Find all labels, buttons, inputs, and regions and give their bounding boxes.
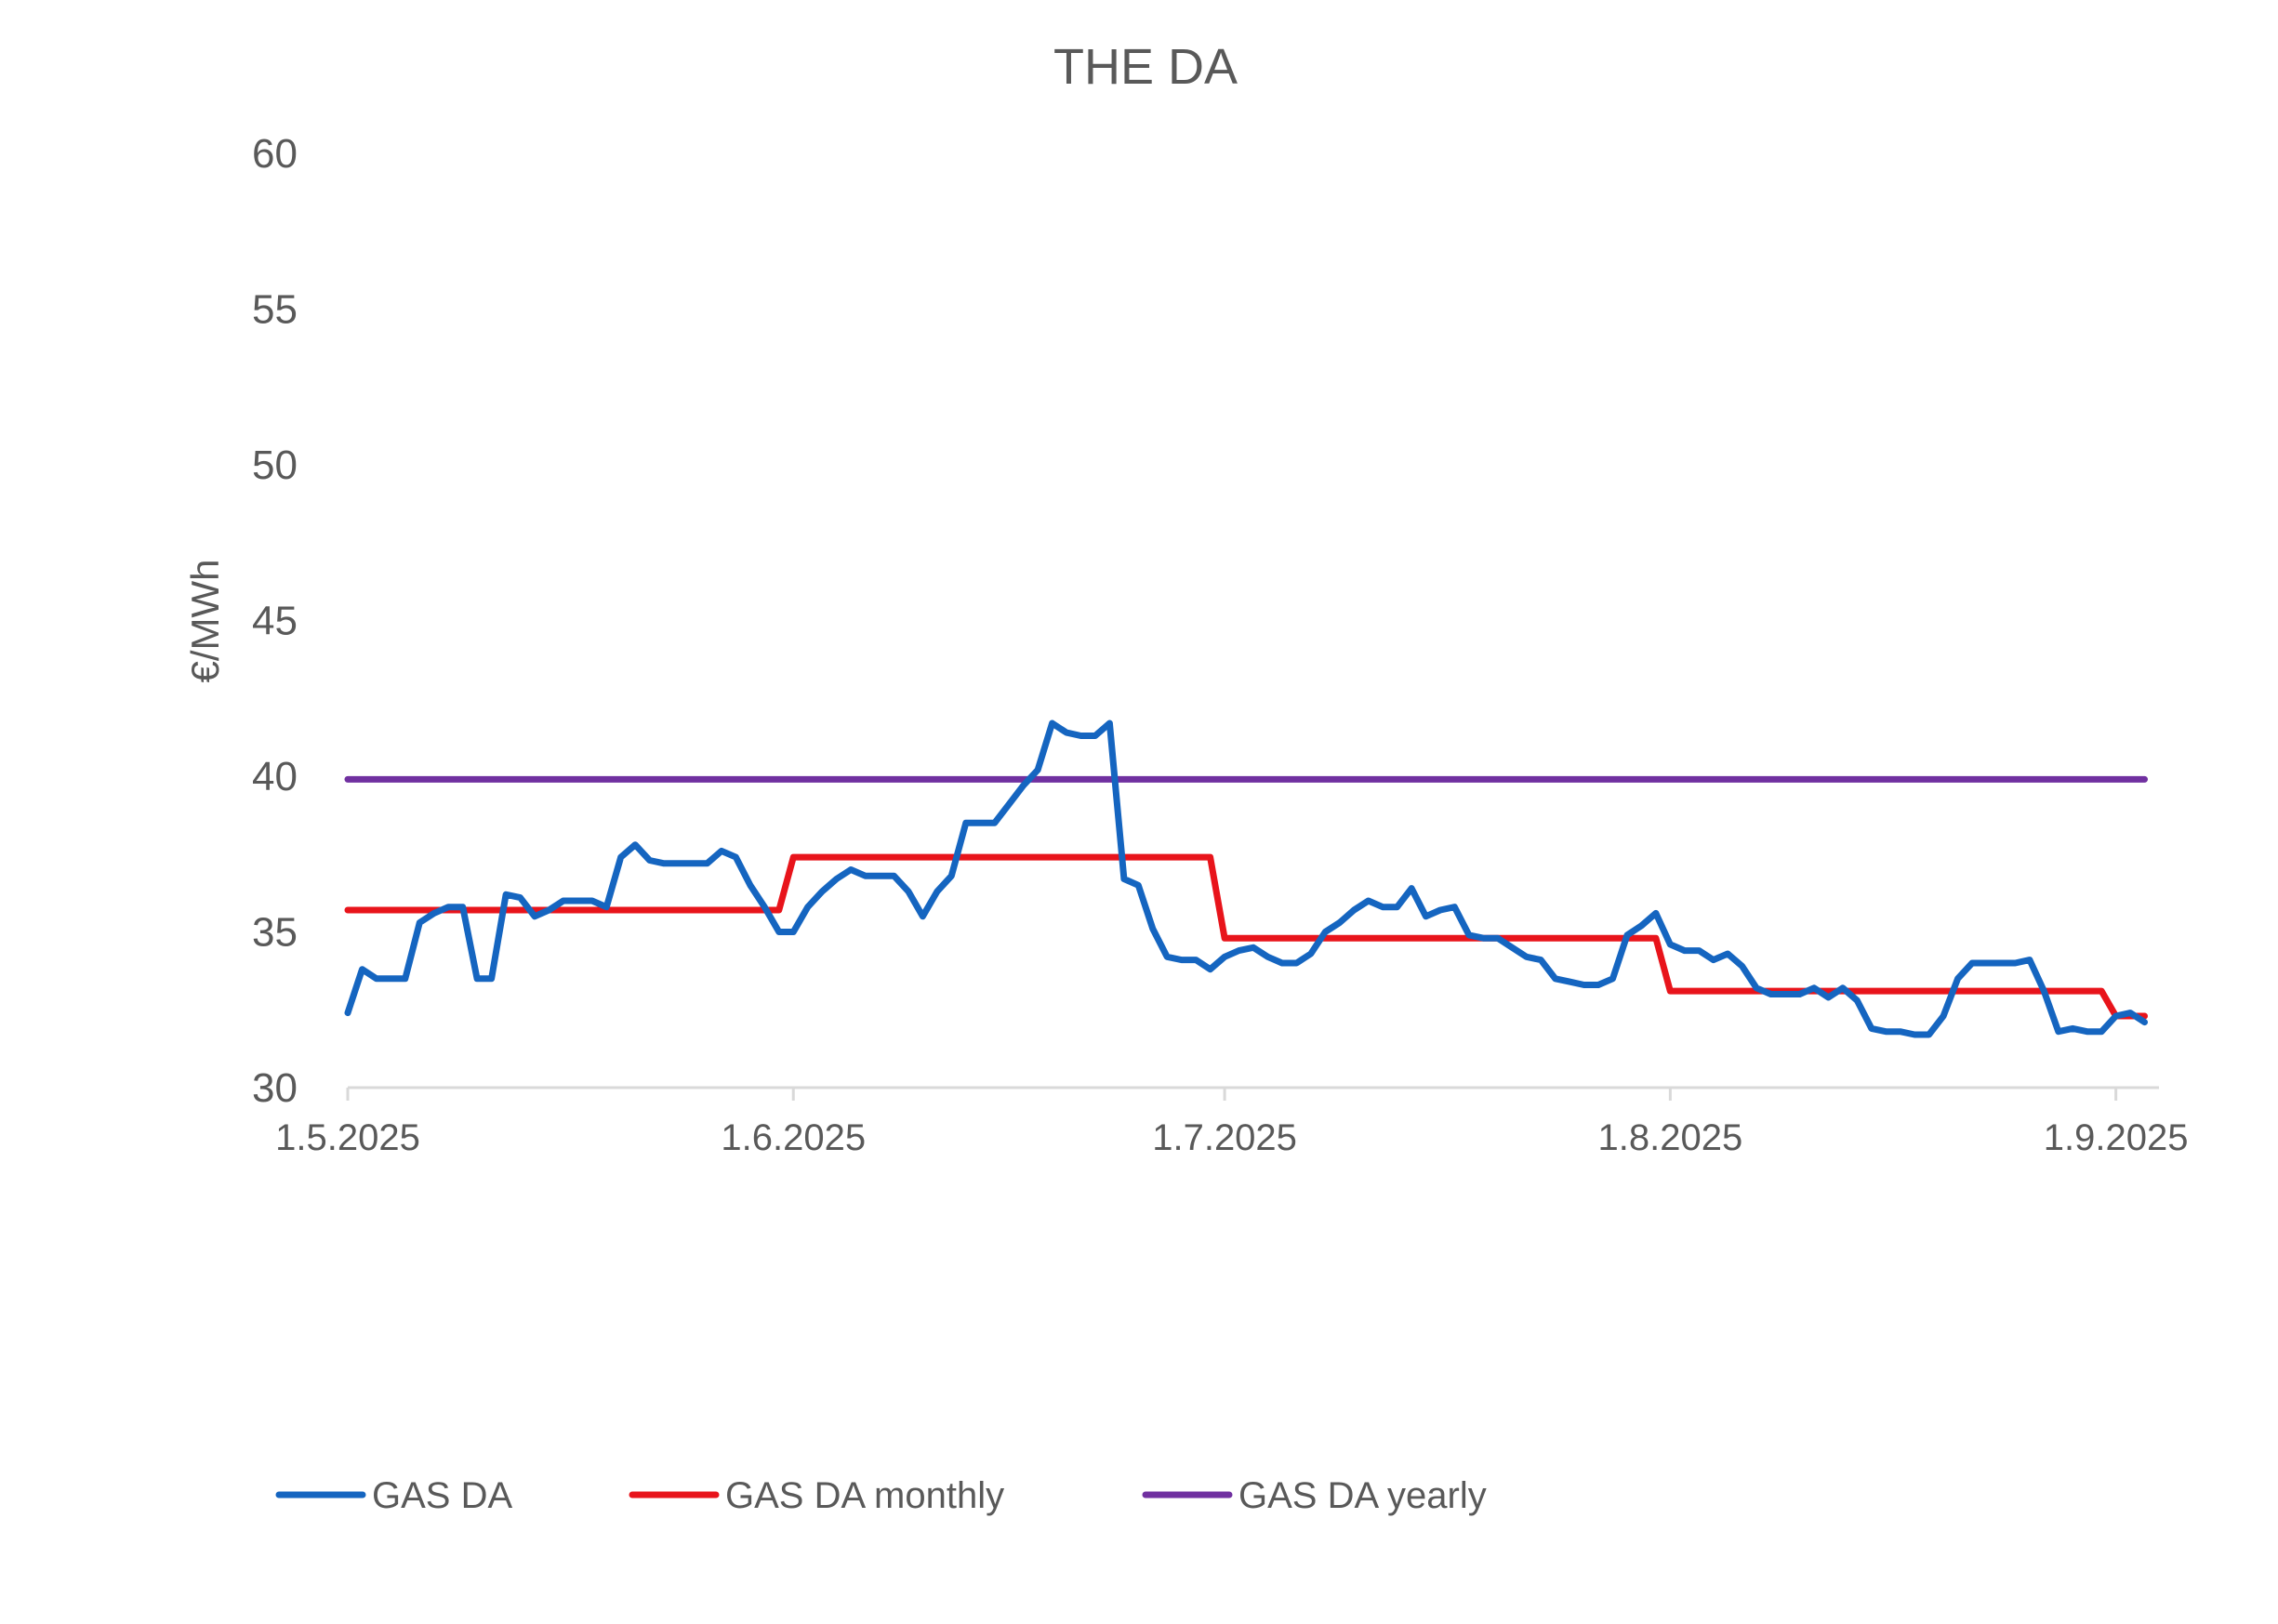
y-tick-label: 60 [252,131,298,177]
series-layer [344,720,2148,1038]
legend-item-gas-da: GAS DA [275,1475,512,1516]
x-tick-label: 1.7.2025 [1152,1117,1297,1158]
y-tick-label: 45 [252,599,298,644]
x-tick-label: 1.5.2025 [275,1117,420,1158]
y-axis-label: €/MWh [183,559,227,682]
legend-label: GAS DA [372,1475,512,1516]
series-line-gas-da-monthly [344,853,2148,1020]
x-axis-ticks: 1.5.2025 1.6.2025 1.7.2025 1.8.2025 1.9.2025 [275,1088,2188,1158]
x-tick-label: 1.6.2025 [721,1117,866,1158]
y-tick-label: 30 [252,1065,298,1111]
legend-item-gas-da-yearly: GAS DA yearly [1142,1475,1487,1516]
chart-title: THE DA [1053,39,1238,95]
legend: GAS DA GAS DA monthly GAS DA yearly [275,1475,1487,1516]
y-tick-label: 35 [252,910,298,956]
legend-label: GAS DA monthly [725,1475,1004,1516]
y-tick-label: 40 [252,754,298,799]
series-line-gas-da [344,720,2148,1038]
legend-item-gas-da-monthly: GAS DA monthly [629,1475,1004,1516]
y-tick-label: 50 [252,442,298,488]
y-tick-label: 55 [252,287,298,333]
legend-label: GAS DA yearly [1238,1475,1487,1516]
x-tick-label: 1.8.2025 [1597,1117,1742,1158]
x-tick-label: 1.9.2025 [2044,1117,2189,1158]
y-axis-ticks: 30 35 40 45 50 55 60 [252,131,298,1111]
